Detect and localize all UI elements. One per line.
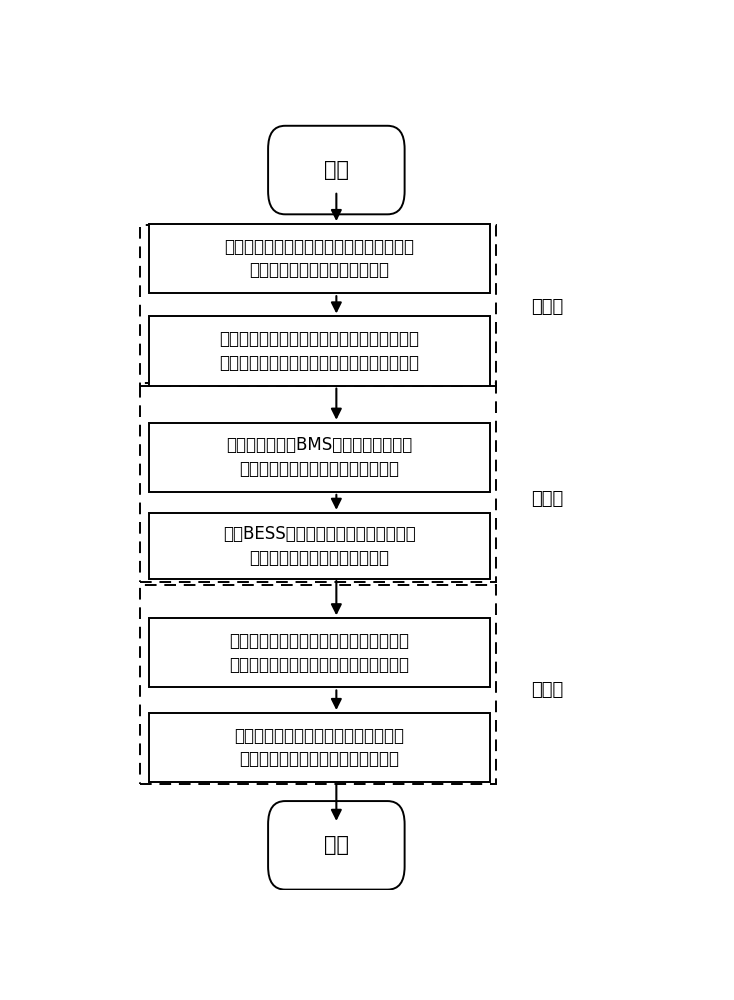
Text: 基于分区公共边界偏差度对各分区的监测
数据进行动态归整，计算输出功率修正值: 基于分区公共边界偏差度对各分区的监测 数据进行动态归整，计算输出功率修正值	[229, 632, 410, 674]
Text: 步骤二: 步骤二	[531, 490, 563, 508]
Text: 遍历BESS最简单元拓扑各分区，迭代计
算得到系统各个分区状态估计值: 遍历BESS最简单元拓扑各分区，迭代计 算得到系统各个分区状态估计值	[223, 525, 415, 567]
Text: 构造关联度矩阵以描述储能系统拓扑结构，基
于最简单元拓扑图对储能系统进行自适应分区: 构造关联度矩阵以描述储能系统拓扑结构，基 于最简单元拓扑图对储能系统进行自适应分…	[219, 330, 419, 372]
Text: 步骤一: 步骤一	[531, 298, 563, 316]
FancyBboxPatch shape	[148, 316, 490, 386]
Text: 步骤三: 步骤三	[531, 681, 563, 699]
Text: 开始: 开始	[324, 160, 349, 180]
FancyBboxPatch shape	[268, 801, 404, 890]
FancyBboxPatch shape	[148, 618, 490, 687]
Text: 结束: 结束	[324, 835, 349, 855]
Text: 合并相同功能的电池箱，将多路监测值进行
等效替代以形成最简单元拓扑图: 合并相同功能的电池箱，将多路监测值进行 等效替代以形成最简单元拓扑图	[225, 238, 414, 279]
FancyBboxPatch shape	[148, 224, 490, 293]
FancyBboxPatch shape	[148, 713, 490, 782]
FancyBboxPatch shape	[148, 423, 490, 492]
FancyBboxPatch shape	[148, 513, 490, 579]
FancyBboxPatch shape	[268, 126, 404, 214]
Text: 基于偏差系数矩阵与输出功率修正值迭
代计算，实现全系统的状态协调估计: 基于偏差系数矩阵与输出功率修正值迭 代计算，实现全系统的状态协调估计	[234, 727, 404, 768]
Text: 针对不同分区的BMS在线监测数据，基
于加权最小二乘法进行分区状态估计: 针对不同分区的BMS在线监测数据，基 于加权最小二乘法进行分区状态估计	[226, 436, 413, 478]
